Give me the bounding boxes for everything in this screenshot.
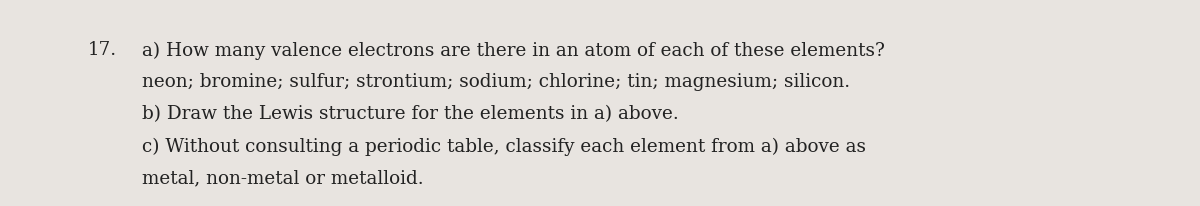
Text: a) How many valence electrons are there in an atom of each of these elements?: a) How many valence electrons are there … [142,41,884,59]
Text: metal, non-metal or metalloid.: metal, non-metal or metalloid. [142,169,424,187]
Text: 17.: 17. [88,41,116,59]
Text: b) Draw the Lewis structure for the elements in a) above.: b) Draw the Lewis structure for the elem… [142,105,678,123]
Text: neon; bromine; sulfur; strontium; sodium; chlorine; tin; magnesium; silicon.: neon; bromine; sulfur; strontium; sodium… [142,73,850,91]
Text: c) Without consulting a periodic table, classify each element from a) above as: c) Without consulting a periodic table, … [142,137,865,155]
